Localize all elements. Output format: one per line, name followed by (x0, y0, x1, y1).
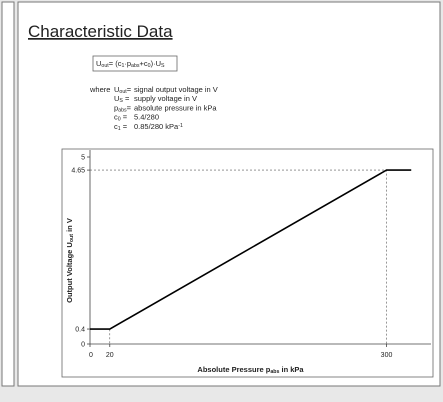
x-tick-label: 0 (89, 352, 93, 359)
definition-symbol: pabs= (114, 103, 132, 113)
subscript: out (101, 63, 109, 69)
text-run: = (121, 113, 128, 122)
chart-frame (61, 148, 434, 378)
text-run: 5.4/280 (134, 113, 159, 122)
text-run: U (114, 94, 119, 103)
x-tick-label: 20 (106, 352, 114, 359)
text-run: Output Voltage U (65, 242, 74, 303)
subscript: out (69, 234, 75, 242)
text-run: c (114, 122, 118, 131)
text-run: in V (65, 218, 74, 234)
subscript: abs (131, 63, 140, 69)
text-run: absolute pressure in kPa (134, 103, 217, 112)
side-panel (1, 1, 15, 387)
text-run: +c (140, 59, 148, 68)
text-run: p (114, 103, 118, 112)
subscript: 1 (118, 126, 121, 132)
y-tick-label: 4.65 (71, 168, 85, 175)
definition-text: 0.85/280 kPa-1 (134, 122, 183, 131)
text-run: = (127, 85, 132, 94)
subscript: 0 (148, 63, 151, 69)
formula: Uout= (c1·pabs+c0)·US (96, 59, 165, 69)
definition-text: signal output voltage in V (134, 85, 218, 94)
subscript: 0 (118, 117, 121, 123)
text-run: signal output voltage in V (134, 85, 218, 94)
y-tick-label: 0.4 (75, 327, 85, 334)
text-run: Absolute Pressure p (197, 365, 270, 374)
where: where (89, 85, 110, 94)
subscript: S (161, 63, 165, 69)
text-run: = (121, 122, 128, 131)
text-run: )·U (151, 59, 161, 68)
text-run: U (96, 59, 101, 68)
data-line (90, 169, 412, 330)
x-tick-label: 300 (381, 352, 393, 359)
guide-line (90, 328, 111, 344)
definition-symbol: c1 = (114, 122, 128, 132)
definition-symbol: Uout= (114, 85, 132, 95)
text-run: = (c (109, 59, 122, 68)
superscript: -1 (178, 123, 183, 129)
subscript: abs (118, 108, 127, 114)
subscript: abs (270, 369, 279, 375)
text-run: U (114, 85, 119, 94)
definition-symbol: c0 = (114, 113, 128, 123)
formula-box (92, 55, 178, 72)
text-run: ·p (124, 59, 131, 68)
title: Characteristic Data (28, 22, 173, 41)
definition-text: absolute pressure in kPa (134, 103, 217, 112)
definition-text: supply voltage in V (134, 94, 197, 103)
text-run: 0.85/280 kPa (134, 122, 179, 131)
y-axis-label: Output Voltage Uout in V (65, 218, 75, 303)
subscript: S (119, 98, 123, 104)
definitions: Uout= signal output voltage in VUS = suppl… (114, 85, 218, 132)
text-run: in kPa (279, 365, 304, 374)
text-run: = (123, 94, 130, 103)
text-run: = (127, 103, 132, 112)
text-run: supply voltage in V (134, 94, 197, 103)
definition-symbol: US = (114, 94, 130, 104)
text-run: c (114, 113, 118, 122)
subscript: 1 (121, 63, 124, 69)
subscript: out (119, 89, 127, 95)
y-tick-label: 5 (81, 155, 85, 162)
definition-text: 5.4/280 (134, 113, 159, 122)
y-tick-label: 0 (81, 342, 85, 349)
x-axis-label: Absolute Pressure pabs in kPa (197, 365, 304, 375)
chart: 0 0.4 4.65 5 0 20 300 Absolute Pressure pabs in… (65, 150, 431, 375)
